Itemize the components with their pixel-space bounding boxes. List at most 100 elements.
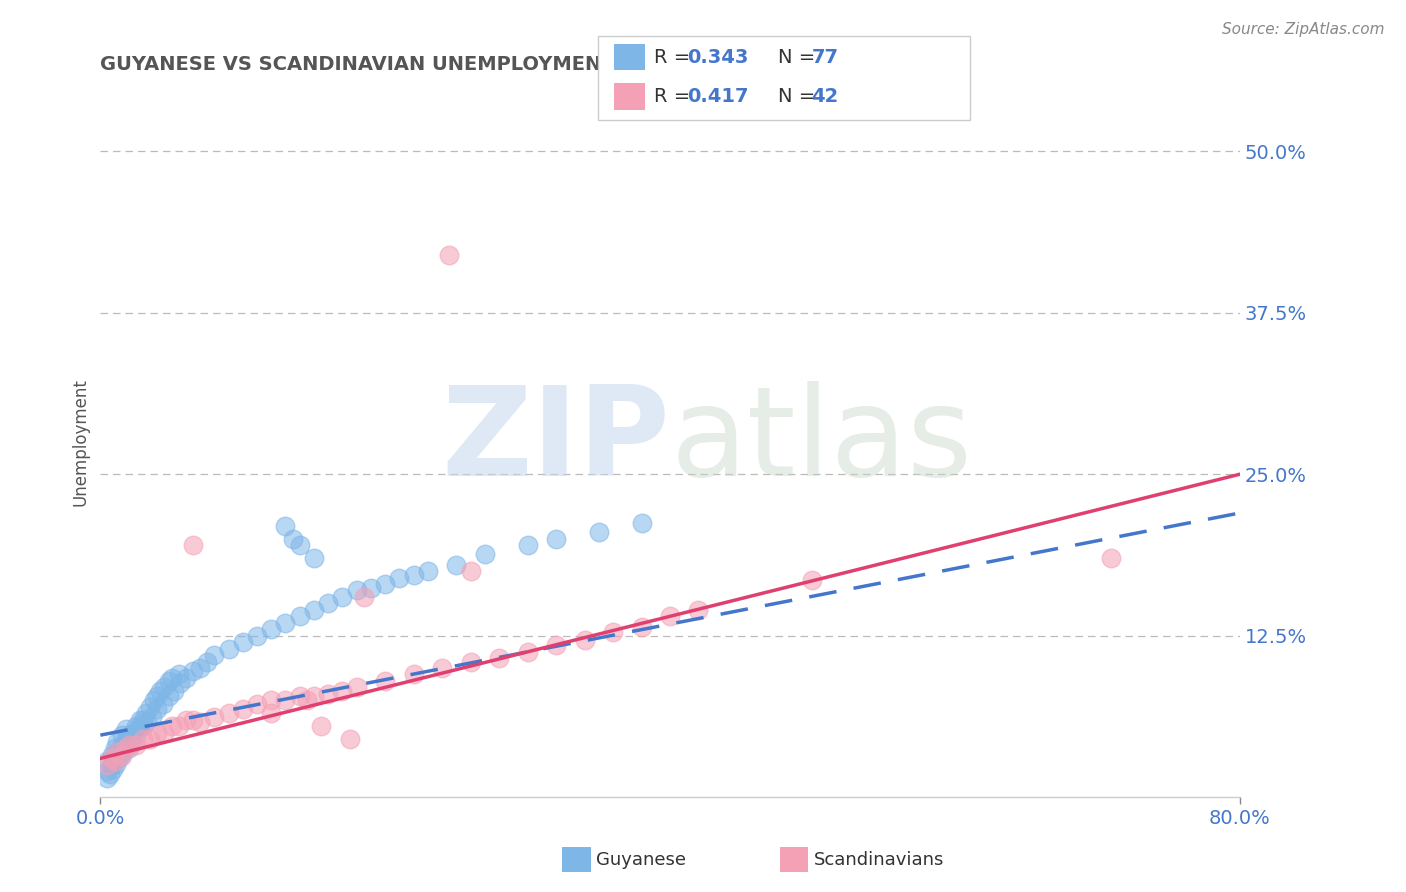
Guyanese xyxy=(146,690,169,704)
Scandinavians xyxy=(516,645,538,659)
Text: ZIP: ZIP xyxy=(441,382,671,502)
Guyanese xyxy=(181,664,204,678)
Scandinavians xyxy=(460,564,482,578)
Guyanese xyxy=(516,538,538,552)
Text: Guyanese: Guyanese xyxy=(596,851,686,869)
Text: 42: 42 xyxy=(811,87,838,106)
Text: Scandinavians: Scandinavians xyxy=(814,851,945,869)
Guyanese xyxy=(374,577,396,591)
Scandinavians xyxy=(188,715,211,730)
Scandinavians xyxy=(274,693,297,707)
Scandinavians xyxy=(801,573,824,587)
Scandinavians xyxy=(111,748,134,763)
Guyanese xyxy=(544,532,567,546)
Guyanese xyxy=(96,764,118,779)
Guyanese xyxy=(111,739,134,753)
Scandinavians xyxy=(146,725,169,739)
Scandinavians xyxy=(332,684,354,698)
Text: 0.417: 0.417 xyxy=(688,87,749,106)
Guyanese xyxy=(135,706,157,721)
Y-axis label: Unemployment: Unemployment xyxy=(72,378,89,506)
Guyanese xyxy=(117,736,139,750)
Scandinavians xyxy=(630,620,652,634)
Scandinavians xyxy=(460,655,482,669)
Scandinavians xyxy=(181,713,204,727)
Guyanese xyxy=(281,532,304,546)
Guyanese xyxy=(121,736,143,750)
Guyanese xyxy=(143,693,166,707)
Scandinavians xyxy=(96,757,118,772)
Text: 0.343: 0.343 xyxy=(688,47,749,67)
Text: N =: N = xyxy=(778,47,821,67)
Guyanese xyxy=(153,681,176,695)
Guyanese xyxy=(402,568,425,582)
Guyanese xyxy=(146,702,169,716)
Guyanese xyxy=(163,684,186,698)
Guyanese xyxy=(195,655,218,669)
Guyanese xyxy=(157,673,180,688)
Text: R =: R = xyxy=(654,87,696,106)
Guyanese xyxy=(346,583,368,598)
Guyanese xyxy=(157,690,180,704)
Guyanese xyxy=(122,725,145,739)
Guyanese xyxy=(169,676,191,690)
Scandinavians xyxy=(488,650,510,665)
Scandinavians xyxy=(353,590,375,604)
Guyanese xyxy=(388,571,411,585)
Scandinavians xyxy=(107,745,129,759)
Scandinavians xyxy=(659,609,682,624)
Scandinavians xyxy=(218,706,240,721)
Scandinavians xyxy=(1101,551,1123,566)
Scandinavians xyxy=(309,719,332,733)
Guyanese xyxy=(132,713,155,727)
Scandinavians xyxy=(302,690,325,704)
Guyanese xyxy=(108,751,131,765)
Guyanese xyxy=(101,762,124,776)
Guyanese xyxy=(118,731,141,746)
Scandinavians xyxy=(139,731,162,746)
Guyanese xyxy=(302,603,325,617)
Guyanese xyxy=(174,671,197,685)
Scandinavians xyxy=(339,731,361,746)
Guyanese xyxy=(125,719,148,733)
Guyanese xyxy=(288,538,311,552)
Guyanese xyxy=(246,629,269,643)
Text: R =: R = xyxy=(654,47,696,67)
Scandinavians xyxy=(374,673,396,688)
Guyanese xyxy=(114,741,136,756)
Guyanese xyxy=(107,745,129,759)
Scandinavians xyxy=(430,661,453,675)
Guyanese xyxy=(141,710,163,724)
Scandinavians xyxy=(346,681,368,695)
Guyanese xyxy=(120,731,142,745)
Text: GUYANESE VS SCANDINAVIAN UNEMPLOYMENT CORRELATION CHART: GUYANESE VS SCANDINAVIAN UNEMPLOYMENT CO… xyxy=(100,55,855,74)
Guyanese xyxy=(132,719,155,733)
Guyanese xyxy=(474,547,496,561)
Scandinavians xyxy=(574,632,596,647)
Guyanese xyxy=(104,751,127,765)
Guyanese xyxy=(260,622,283,636)
Scandinavians xyxy=(602,624,624,639)
Guyanese xyxy=(129,713,152,727)
Scandinavians xyxy=(153,725,176,739)
Guyanese xyxy=(232,635,254,649)
Scandinavians xyxy=(174,713,197,727)
Guyanese xyxy=(167,667,190,681)
Scandinavians xyxy=(316,687,339,701)
Guyanese xyxy=(188,661,211,675)
Scandinavians xyxy=(118,739,141,753)
Scandinavians xyxy=(160,719,183,733)
Scandinavians xyxy=(132,731,155,746)
Scandinavians xyxy=(181,538,204,552)
Guyanese xyxy=(302,551,325,566)
Guyanese xyxy=(96,754,118,768)
Guyanese xyxy=(218,641,240,656)
Guyanese xyxy=(100,747,122,762)
Guyanese xyxy=(111,728,134,742)
Guyanese xyxy=(274,615,297,630)
Guyanese xyxy=(160,671,183,685)
Guyanese xyxy=(202,648,225,662)
Guyanese xyxy=(96,771,118,785)
Guyanese xyxy=(136,715,159,730)
Scandinavians xyxy=(260,706,283,721)
